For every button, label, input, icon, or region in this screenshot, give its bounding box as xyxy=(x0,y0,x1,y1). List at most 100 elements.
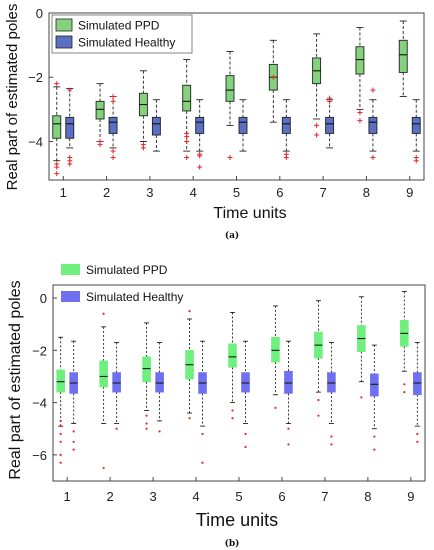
panel-a-box-body xyxy=(238,116,248,134)
panel-b-outlier xyxy=(59,419,62,422)
panel-a-xtick-label-9: 9 xyxy=(406,185,413,200)
panel-a-outlier xyxy=(327,98,333,104)
panel-b-box-body xyxy=(99,360,108,388)
panel-a-ticks: 1 2 3 4 5 6 7 8 9 0 −2 −4 xyxy=(28,6,413,200)
panel-b-outlier xyxy=(416,440,419,443)
panel-b-xtick-label-9: 9 xyxy=(407,489,414,504)
panel-a-outlier xyxy=(110,155,116,161)
panel-a-box-healthy-9 xyxy=(411,99,421,164)
panel-b-outlier xyxy=(188,417,191,420)
panel-b-outlier xyxy=(201,432,204,436)
panel-a-box-healthy-4 xyxy=(195,99,205,170)
panel-b-xtick-label-1: 1 xyxy=(64,489,71,504)
panel-b-outlier xyxy=(145,414,148,417)
panel-b-ytick-label--6: −6 xyxy=(32,448,47,463)
panel-a-outlier xyxy=(314,132,320,138)
panel-b-outlier xyxy=(59,425,62,428)
panel-b-box-ppd-9 xyxy=(400,291,409,394)
panel-a-box-body xyxy=(65,116,75,139)
panel-b-xtick-label-6: 6 xyxy=(278,489,285,504)
panel-a-box-ppd-7 xyxy=(312,33,322,138)
panel-b-outlier xyxy=(59,432,62,436)
panel-b-box-body xyxy=(142,356,151,382)
panel-a-ytick-label--2: −2 xyxy=(28,70,43,85)
panel-b-xtick-label-5: 5 xyxy=(235,489,242,504)
panel-b-box-body xyxy=(327,372,336,393)
panel-b-outlier xyxy=(145,422,148,425)
panel-a-box-body xyxy=(52,115,62,139)
panel-b-xlabel: Time units xyxy=(196,510,278,530)
panel-b-box-body xyxy=(284,370,293,394)
panel-b-box-ppd-8 xyxy=(357,296,366,399)
panel-b-box-body xyxy=(155,372,164,393)
panel-b-box-healthy-5 xyxy=(241,340,250,449)
panel-b-box-ppd-1 xyxy=(56,336,65,464)
panel-b-ticks: 1 2 3 4 5 6 7 8 9 0 −2 −4 −6 xyxy=(32,291,414,504)
panel-b-outlier xyxy=(59,440,62,443)
panel-a-box-body xyxy=(151,116,161,136)
panel-b-box-ppd-3 xyxy=(142,322,151,430)
panel-b-legend-label-healthy: Simulated Healthy xyxy=(86,290,183,304)
panel-b-box-body xyxy=(228,343,237,368)
panel-a-box-body xyxy=(182,84,192,112)
panel-a-box-healthy-3 xyxy=(151,99,161,152)
panel-a-caption: (a) xyxy=(225,230,239,241)
panel-b-box-healthy-7 xyxy=(327,342,336,446)
panel-a-legend-box xyxy=(51,14,193,54)
panel-a-xtick-label-6: 6 xyxy=(276,185,283,200)
panel-b-legend: Simulated PPD Simulated Healthy xyxy=(61,263,183,304)
panel-b-box-body xyxy=(271,336,280,363)
panel-b-box-body xyxy=(241,372,250,393)
panel-b-box-ppd-5 xyxy=(228,311,237,420)
panel-a: 1 2 3 4 5 6 7 8 9 0 −2 −4 Time units Real part of e… xyxy=(4,4,425,241)
panel-a-xtick-label-4: 4 xyxy=(190,185,197,200)
panel-b-ytick-label--2: −2 xyxy=(32,343,47,358)
panel-b-outlier xyxy=(102,466,105,470)
panel-a-box-ppd-4 xyxy=(182,59,192,161)
panel-b-outlier xyxy=(72,440,75,443)
panel-a-box-body xyxy=(281,116,291,134)
panel-a-outlier xyxy=(314,122,320,128)
panel-b-outlier xyxy=(231,417,234,420)
panel-a-legend-label-ppd: Simulated PPD xyxy=(78,19,160,33)
panel-a-outlier xyxy=(270,74,276,80)
panel-b-legend-swatch-healthy xyxy=(61,291,80,302)
panel-a-outlier xyxy=(370,155,376,161)
panel-a-marks xyxy=(52,20,421,177)
panel-b-outlier xyxy=(403,383,406,386)
panel-b-box-body xyxy=(56,369,65,393)
panel-a-box-ppd-1 xyxy=(52,81,62,177)
panel-b-outlier xyxy=(145,427,148,430)
panel-b-outlier xyxy=(330,443,333,446)
panel-b-box-ppd-7 xyxy=(314,300,323,417)
panel-b-outlier xyxy=(373,448,376,451)
panel-a-box-body xyxy=(398,39,408,73)
panel-b-axes xyxy=(52,284,426,482)
panel-b-xtick-label-8: 8 xyxy=(364,489,371,504)
panel-a-outlier xyxy=(357,118,363,124)
panel-b-box-body xyxy=(370,373,379,397)
panel-b-box-body xyxy=(413,372,422,396)
panel-b-outlier xyxy=(317,414,320,417)
panel-b-legend-label-ppd: Simulated PPD xyxy=(86,263,168,277)
panel-b-outlier xyxy=(287,443,290,446)
panel-a-outlier xyxy=(54,81,60,87)
panel-b-outlier xyxy=(188,310,191,313)
panel-a-ytick-label--4: −4 xyxy=(28,134,43,149)
panel-b-ytick-label-0: 0 xyxy=(40,291,47,306)
panel-a-outlier xyxy=(197,164,203,170)
panel-b-outlier xyxy=(115,427,118,430)
panel-b-outlier xyxy=(373,435,376,438)
panel-a-box-healthy-8 xyxy=(368,87,378,161)
panel-a-box-body xyxy=(108,116,118,134)
panel-b-box-healthy-3 xyxy=(155,342,164,433)
panel-b-outlier xyxy=(287,427,290,430)
panel-a-outlier xyxy=(140,145,146,151)
panel-b-outlier xyxy=(330,435,333,438)
panel-b-outlier xyxy=(59,461,62,464)
panel-b-outlier xyxy=(158,430,161,433)
panel-a-ytick-label-0: 0 xyxy=(36,6,43,21)
panel-b-box-body xyxy=(112,372,121,393)
panel-b-outlier xyxy=(201,461,204,464)
